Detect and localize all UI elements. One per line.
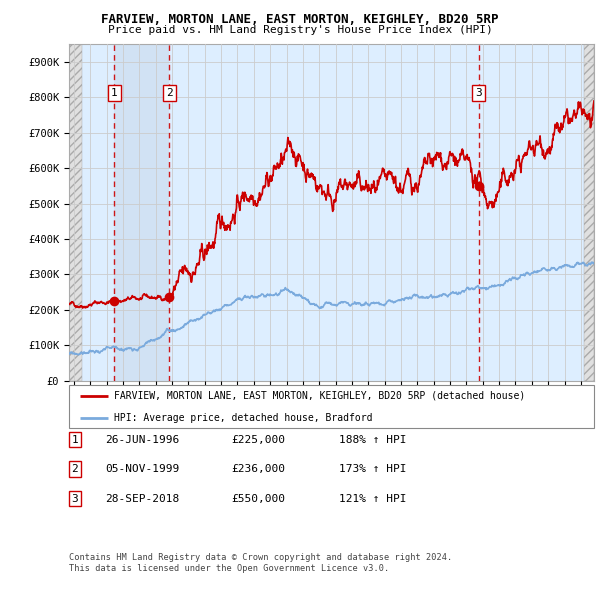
Text: Contains HM Land Registry data © Crown copyright and database right 2024.: Contains HM Land Registry data © Crown c… (69, 553, 452, 562)
Text: FARVIEW, MORTON LANE, EAST MORTON, KEIGHLEY, BD20 5RP (detached house): FARVIEW, MORTON LANE, EAST MORTON, KEIGH… (113, 391, 525, 401)
Text: £550,000: £550,000 (231, 494, 285, 503)
Text: 3: 3 (475, 88, 482, 98)
Bar (584, 44, 594, 381)
Text: Price paid vs. HM Land Registry's House Price Index (HPI): Price paid vs. HM Land Registry's House … (107, 25, 493, 35)
Bar (69, 44, 82, 381)
Bar (115, 44, 169, 381)
Text: 1: 1 (71, 435, 79, 444)
FancyBboxPatch shape (69, 385, 594, 428)
Text: 05-NOV-1999: 05-NOV-1999 (105, 464, 179, 474)
Bar (584, 44, 594, 381)
Text: This data is licensed under the Open Government Licence v3.0.: This data is licensed under the Open Gov… (69, 565, 389, 573)
Text: HPI: Average price, detached house, Bradford: HPI: Average price, detached house, Brad… (113, 414, 372, 424)
Text: 121% ↑ HPI: 121% ↑ HPI (339, 494, 407, 503)
Text: 173% ↑ HPI: 173% ↑ HPI (339, 464, 407, 474)
Text: 28-SEP-2018: 28-SEP-2018 (105, 494, 179, 503)
Text: 1: 1 (111, 88, 118, 98)
Text: 3: 3 (71, 494, 79, 503)
Text: £225,000: £225,000 (231, 435, 285, 444)
Text: £236,000: £236,000 (231, 464, 285, 474)
Text: 2: 2 (166, 88, 173, 98)
Text: 2: 2 (71, 464, 79, 474)
Text: 26-JUN-1996: 26-JUN-1996 (105, 435, 179, 444)
Text: 188% ↑ HPI: 188% ↑ HPI (339, 435, 407, 444)
Bar (69, 44, 82, 381)
Text: FARVIEW, MORTON LANE, EAST MORTON, KEIGHLEY, BD20 5RP: FARVIEW, MORTON LANE, EAST MORTON, KEIGH… (101, 13, 499, 26)
